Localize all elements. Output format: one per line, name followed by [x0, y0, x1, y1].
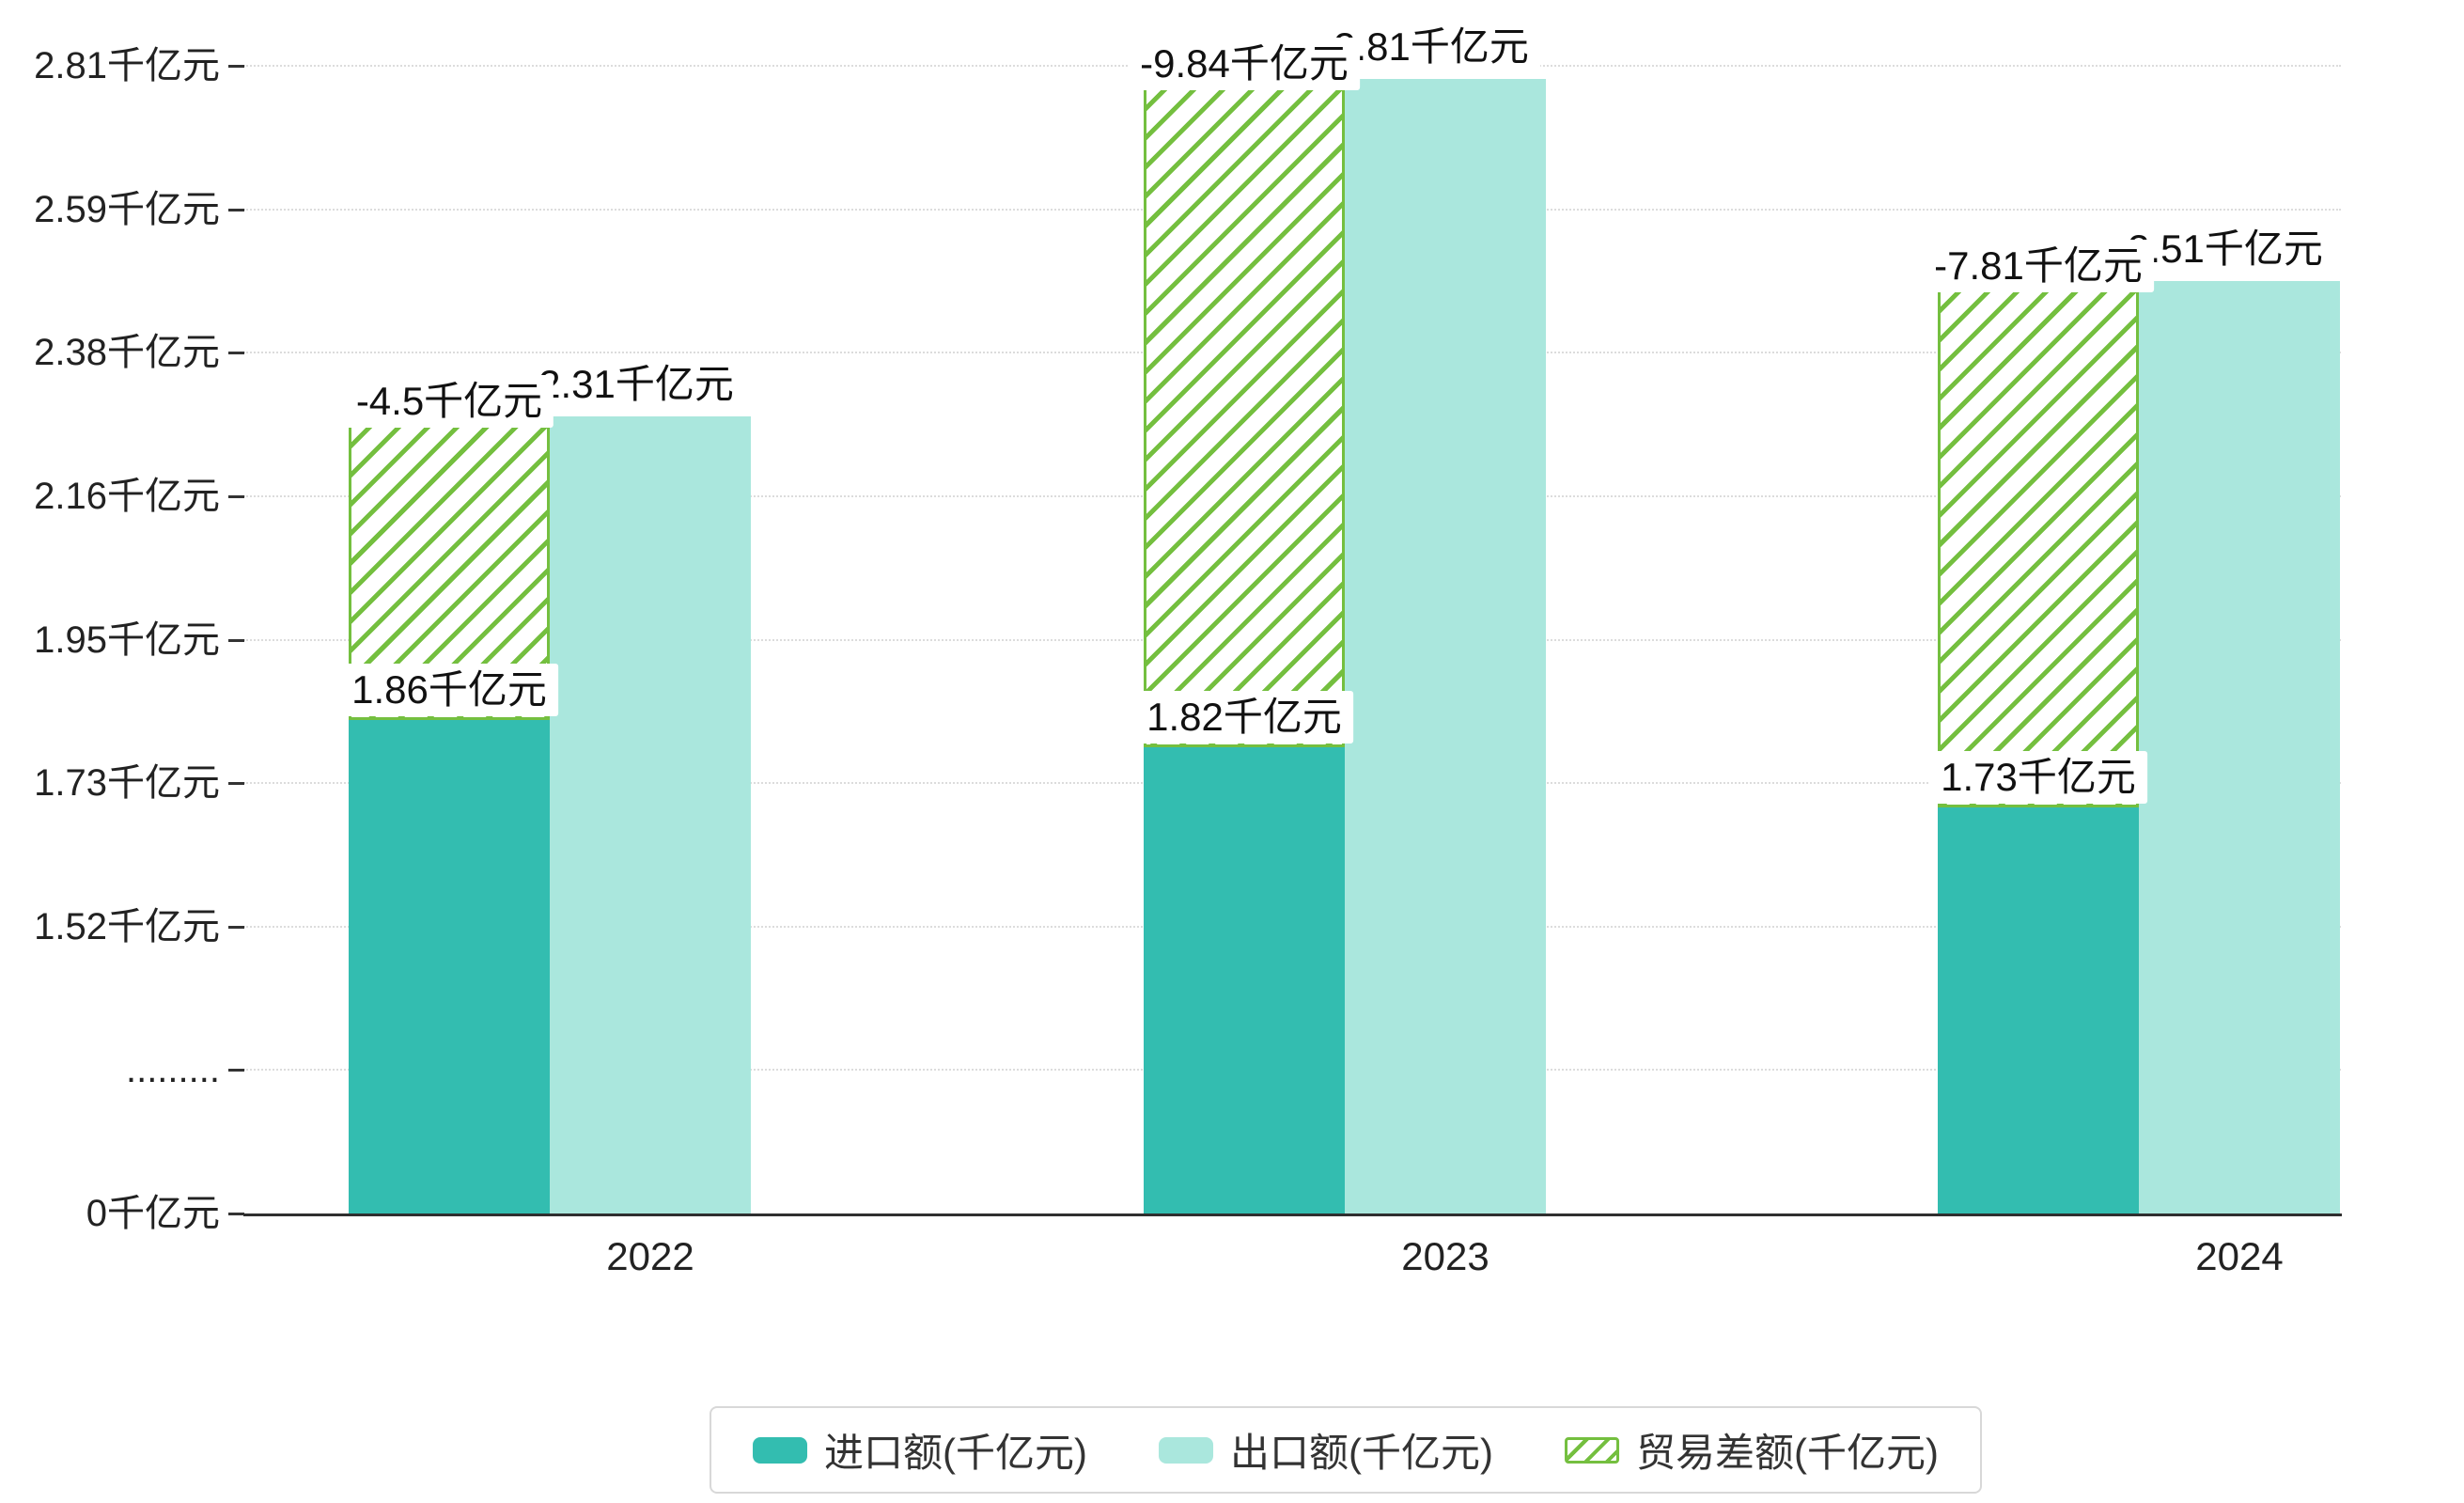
y-axis-tick-mark	[228, 639, 244, 642]
import-bar-2022	[349, 720, 550, 1213]
x-axis-label-2024: 2024	[2195, 1234, 2284, 1278]
y-axis-tick-label: 0千亿元	[86, 1193, 220, 1234]
import-value-label-2023: 1.82千亿元	[1135, 691, 1353, 744]
legend: 进口额(千亿元) 出口额(千亿元) 贸易差额(千亿元)	[710, 1406, 1982, 1494]
import-bar-2024	[1938, 807, 2139, 1213]
x-axis-line	[243, 1213, 2342, 1216]
legend-item-label: 贸易差额(千亿元)	[1635, 1431, 1939, 1475]
y-axis-tick-label: 2.81千亿元	[34, 45, 220, 86]
y-axis-tick-mark	[228, 1213, 244, 1215]
trade-diff-value-label-2024: -7.81千亿元	[1923, 240, 2154, 292]
y-axis-tick-mark	[228, 209, 244, 211]
x-axis-label-2022: 2022	[606, 1234, 694, 1278]
trade-diff-value-label-2022: -4.5千亿元	[344, 375, 554, 428]
y-axis-tick-label: 1.73千亿元	[34, 762, 220, 804]
y-axis-tick-label: .........	[125, 1049, 220, 1090]
export-bar-2023	[1345, 79, 1546, 1213]
y-axis-tick-mark	[228, 1069, 244, 1072]
y-axis-tick-label: 2.38千亿元	[34, 332, 220, 373]
legend-item-label: 进口额(千亿元)	[824, 1431, 1088, 1475]
legend-swatch-exports	[1159, 1436, 1214, 1464]
y-axis-tick-label: 1.95千亿元	[34, 619, 220, 661]
legend-swatch-imports	[753, 1436, 808, 1464]
y-axis-tick-label: 2.59千亿元	[34, 189, 220, 230]
import-value-label-2024: 1.73千亿元	[1929, 751, 2147, 804]
y-axis-tick-label: 1.52千亿元	[34, 906, 220, 947]
y-axis-tick-mark	[228, 495, 244, 498]
legend-item-imports[interactable]: 进口额(千亿元)	[753, 1421, 1087, 1479]
legend-item-exports[interactable]: 出口额(千亿元)	[1159, 1421, 1493, 1479]
trade-diff-value-label-2023: -9.84千亿元	[1129, 38, 1360, 90]
y-axis-tick-mark	[228, 352, 244, 354]
import-value-label-2022: 1.86千亿元	[340, 664, 558, 716]
export-bar-2022	[550, 416, 751, 1213]
trade-diff-bar-2024	[1938, 281, 2139, 807]
import-bar-2023	[1144, 747, 1345, 1213]
legend-swatch-trade-diff	[1564, 1436, 1619, 1464]
y-axis-tick-mark	[228, 782, 244, 785]
x-axis-label-2023: 2023	[1401, 1234, 1489, 1278]
legend-item-trade-diff[interactable]: 贸易差额(千亿元)	[1564, 1421, 1939, 1479]
y-axis-tick-mark	[228, 926, 244, 929]
trade-diff-bar-2023	[1144, 79, 1345, 747]
legend-item-label: 出口额(千亿元)	[1230, 1431, 1493, 1475]
y-axis-tick-label: 2.16千亿元	[34, 476, 220, 517]
y-axis-tick-mark	[228, 65, 244, 68]
export-bar-2024	[2139, 281, 2340, 1213]
export-value-label-2023: 2.81千亿元	[1322, 21, 1540, 73]
export-value-label-2022: 2.31千亿元	[527, 358, 745, 411]
